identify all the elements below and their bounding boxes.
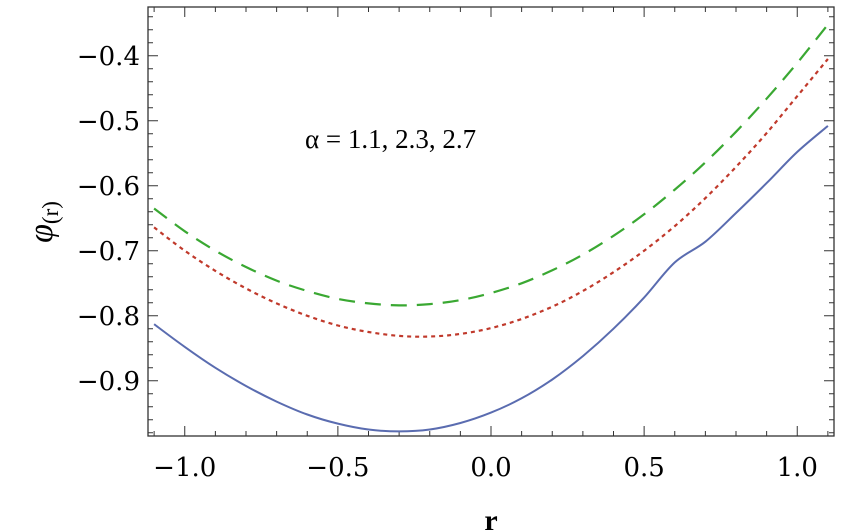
series-group <box>153 23 829 433</box>
y-tick-label: −0.4 <box>77 42 140 72</box>
y-tick-label: −0.8 <box>77 302 140 332</box>
series-line-solid <box>153 125 829 433</box>
axis-ticks <box>148 7 834 436</box>
series-line-dashed <box>153 23 829 307</box>
y-tick-label: −0.5 <box>77 107 140 137</box>
y-axis-title: φ(r) <box>23 201 63 243</box>
y-axis-symbol: φ <box>23 224 60 243</box>
x-tick-label: 0.5 <box>623 453 664 483</box>
x-tick-label: −1.0 <box>153 453 216 483</box>
x-tick-label: 0.0 <box>470 453 511 483</box>
annotation-alpha: α = 1.1, 2.3, 2.7 <box>305 124 476 154</box>
x-tick-label: −0.5 <box>306 453 369 483</box>
x-tick-label: 1.0 <box>777 453 818 483</box>
svg-text:φ(r): φ(r) <box>23 201 63 243</box>
y-axis-subscript: (r) <box>38 201 63 224</box>
y-tick-label: −0.9 <box>77 367 140 397</box>
axis-tick-labels: −1.0 −0.5 0.0 0.5 1.0 −0.9 −0.8 −0.7 −0.6 −0.5 −0.… <box>77 42 818 483</box>
plot-frame <box>147 6 835 437</box>
y-tick-label: −0.6 <box>77 172 140 202</box>
series-line-dotted <box>153 58 829 338</box>
x-axis-title: r <box>484 504 497 532</box>
y-tick-label: −0.7 <box>77 237 140 267</box>
